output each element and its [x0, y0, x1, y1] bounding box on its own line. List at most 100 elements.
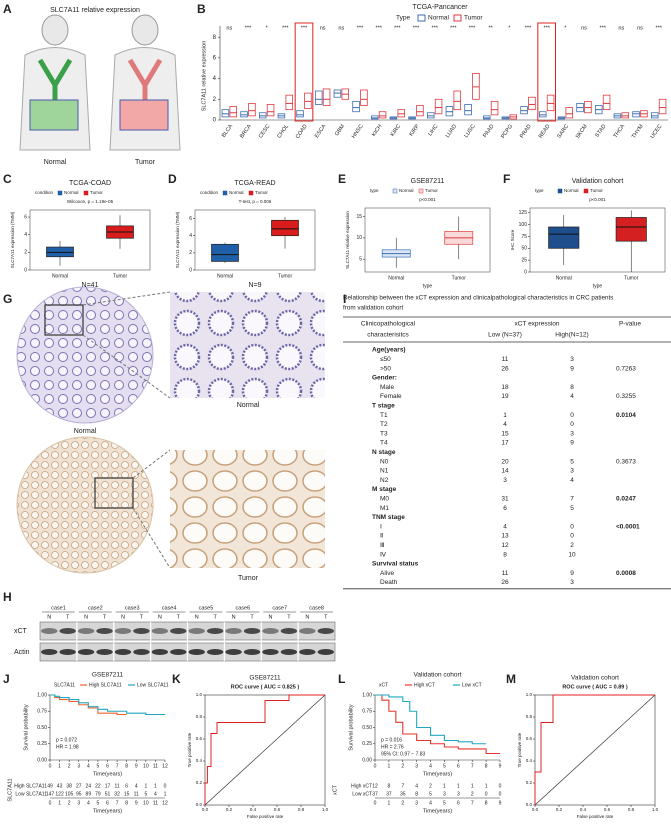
box [248, 103, 256, 117]
p-value: 0.0247 [616, 496, 636, 503]
x-tick-label: Normal [556, 275, 572, 281]
legend-swatch [583, 188, 589, 194]
x-tick-label: LIHC [427, 124, 439, 138]
significance: * [508, 25, 511, 31]
risk-count: 0 [499, 791, 502, 797]
label: 4 [503, 421, 507, 428]
significance: *** [394, 25, 401, 31]
box [426, 112, 435, 119]
x-tick-label: 1.0 [322, 807, 329, 812]
label: 9 [570, 570, 574, 577]
y-tick-label: 0.25 [362, 741, 372, 747]
label: N [232, 614, 236, 620]
label: type [535, 188, 544, 193]
y-tick-label: 0 [524, 269, 527, 275]
p-value: 0.0104 [616, 412, 636, 419]
risk-count: 38 [66, 783, 72, 789]
x-tick-label: 7 [116, 800, 119, 806]
y-tick-label: 100 [519, 222, 528, 228]
legend-label: High xCT [414, 682, 435, 688]
x-tick-label: 9 [135, 800, 138, 806]
box [370, 115, 379, 120]
x-tick-label: THYM [631, 123, 645, 140]
risk-label: xCT [332, 784, 338, 795]
label: Low (N=37) [488, 332, 522, 339]
x-tick-label: 12 [162, 763, 168, 769]
x-tick-label: 11 [153, 763, 158, 769]
legend-swatch [222, 190, 228, 196]
box [482, 115, 491, 120]
panel-a-art [19, 14, 181, 151]
panel-title: SLC7A11 relative expression [50, 7, 140, 14]
p-value: 0.3673 [616, 458, 636, 465]
label: Ⅰ [380, 523, 382, 530]
label: T [250, 614, 254, 620]
label: case3 [125, 605, 140, 611]
panel-letter: I [343, 292, 346, 306]
risk-count: 147 [46, 791, 55, 797]
axis-label: Time(years) [93, 808, 122, 814]
risk-count: 43 [57, 783, 63, 789]
y-tick-label: 0.6 [196, 736, 203, 741]
significance: ns [637, 25, 643, 31]
risk-count: 5 [429, 791, 432, 797]
y-tick-label: 0.00 [37, 757, 47, 763]
x-tick-label: 6 [457, 763, 460, 769]
x-tick-label: SARC [556, 124, 570, 140]
label: Normal [237, 402, 260, 409]
label: from validation cohort [343, 305, 403, 312]
x-tick-label: COAD [295, 124, 309, 140]
y-tick-label: 0.50 [362, 725, 372, 731]
box [602, 94, 611, 111]
label: 6 [503, 505, 507, 512]
label: 8 [570, 384, 574, 391]
y-tick-label: 25 [521, 257, 527, 263]
significance: * [564, 25, 567, 31]
risk-count: 32 [114, 791, 120, 797]
axis-label: IHC Score [510, 229, 515, 250]
blot-band [96, 649, 113, 655]
x-tick-label: 1 [58, 800, 61, 806]
label: N [84, 614, 88, 620]
x-tick-label: 3 [415, 800, 418, 806]
box [304, 92, 312, 110]
x-tick-label: 2 [401, 800, 404, 806]
risk-count: 37 [372, 791, 378, 797]
blot-band [96, 628, 113, 634]
x-tick-label: 4 [87, 763, 90, 769]
risk-count: 3 [457, 791, 460, 797]
risk-count: 1 [485, 783, 488, 789]
x-tick-label: 3 [77, 800, 80, 806]
box [296, 110, 304, 118]
y-tick-label: 0.75 [362, 709, 372, 715]
annotation: p<0.001 [589, 197, 606, 202]
km-curve [375, 694, 487, 745]
label: 3 [503, 477, 507, 484]
x-tick-label: 1 [387, 763, 390, 769]
label: 9 [570, 440, 574, 447]
panel-title: TCGA-READ [234, 180, 275, 187]
p-value: 0.7263 [616, 365, 636, 372]
blot-band [188, 649, 205, 655]
box [490, 100, 499, 116]
x-tick-label: KICH [371, 124, 383, 138]
label: condition [200, 190, 219, 195]
box [416, 105, 424, 117]
footer: N=9 [248, 282, 261, 289]
risk-count: 49 [47, 783, 53, 789]
risk-count: 8 [415, 791, 418, 797]
significance: ns [226, 25, 232, 31]
x-tick-label: 2 [68, 800, 71, 806]
x-tick-label: 1.0 [652, 807, 659, 812]
box [322, 88, 331, 106]
y-tick-label: 1.00 [362, 692, 372, 698]
label: >50 [380, 365, 391, 372]
x-tick-label: 0.4 [250, 807, 257, 812]
annotation: Wilcoxon, p = 1.19e-05 [67, 199, 114, 204]
blot-band [262, 628, 279, 634]
label: 1 [503, 412, 507, 419]
x-tick-label: 7 [116, 763, 119, 769]
x-tick-label: 7 [471, 800, 474, 806]
x-tick-label: CESC [258, 124, 272, 140]
